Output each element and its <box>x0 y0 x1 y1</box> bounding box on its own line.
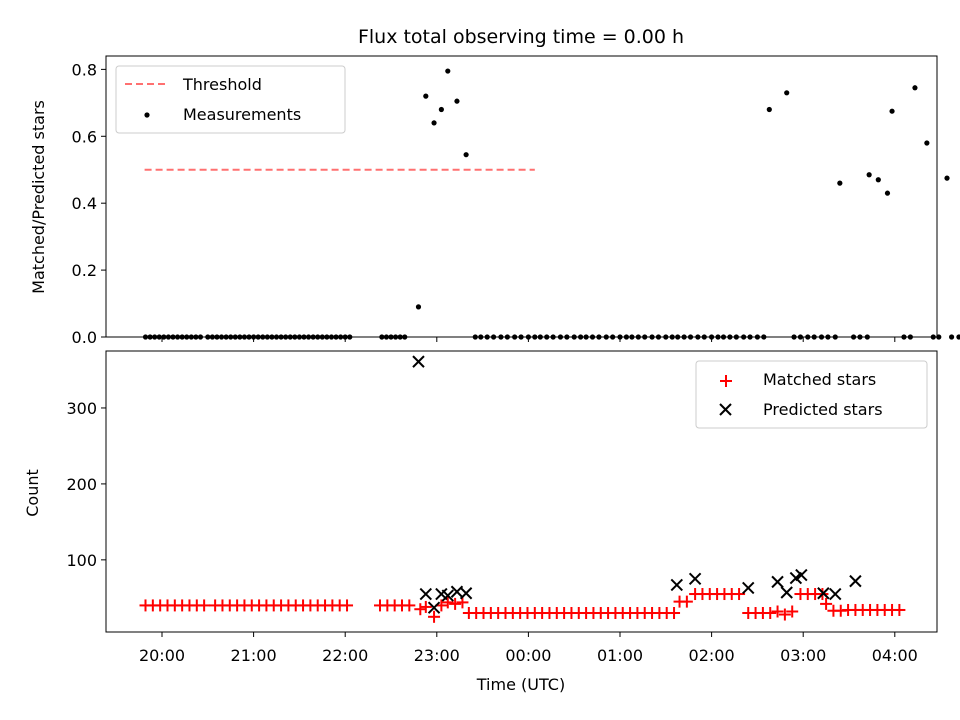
top-y-tick-label-1: 0.2 <box>72 261 97 280</box>
top-legend: Threshold Measurements <box>115 65 346 134</box>
matched-star-point-35 <box>428 610 441 623</box>
legend-matched-label: Matched stars <box>763 370 876 389</box>
matched-star-point-89 <box>820 597 833 610</box>
matched-star-point-70 <box>680 595 693 608</box>
measurement-point-126 <box>944 175 950 181</box>
predicted-star-point-16 <box>849 574 862 588</box>
chart-title: Flux total observing time = 0.00 h <box>358 26 684 48</box>
bottom-y-tick-label-0: 100 <box>66 551 97 570</box>
bottom-y-ticks: 100 200 300 <box>66 399 106 570</box>
matched-star-point-81 <box>764 607 777 620</box>
bottom-y-axis-label: Count <box>23 469 42 517</box>
predicted-star-point-11 <box>780 586 793 599</box>
x-axis-label: Time (UTC) <box>476 675 565 694</box>
predicted-star-point-0 <box>412 355 425 368</box>
top-legend-box <box>115 65 346 134</box>
x-tick-label-7: 03:00 <box>780 646 826 665</box>
matched-star-point-33 <box>414 603 427 616</box>
predicted-star-point-1 <box>419 587 433 601</box>
x-tick-label-6: 02:00 <box>689 646 735 665</box>
bottom-y-tick-label-1: 200 <box>66 475 97 494</box>
measurement-point-104 <box>784 90 790 96</box>
predicted-star-point-10 <box>771 575 784 589</box>
matched-star-point-37 <box>441 596 454 609</box>
top-x-ticks <box>161 337 896 342</box>
top-y-ticks: 0.0 0.2 0.4 0.6 0.8 <box>72 60 106 347</box>
bottom-plot-area <box>139 355 906 623</box>
x-tick-label-2: 22:00 <box>322 646 368 665</box>
predicted-star-point-7 <box>670 578 683 592</box>
predicted-star-point-6 <box>459 587 473 600</box>
measurement-point-51 <box>415 304 422 310</box>
matched-star-point-39 <box>456 596 469 609</box>
matched-star-point-84 <box>786 605 799 618</box>
predicted-star-point-4 <box>441 589 454 602</box>
x-tick-label-4: 00:00 <box>505 646 551 665</box>
predicted-star-point-8 <box>688 572 702 586</box>
matched-star-point-8 <box>198 599 211 612</box>
bottom-axes: 100 200 300 20:00 21:00 22:00 23:00 00:00 01:00… <box>23 350 938 694</box>
matched-star-point-77 <box>733 588 746 601</box>
measurement-point-55 <box>445 68 451 74</box>
predicted-star-point-14 <box>817 587 830 600</box>
legend-measurements-swatch <box>144 112 150 118</box>
measurement-point-119 <box>889 108 895 114</box>
measurement-point-56 <box>454 98 460 104</box>
top-y-axis-label: Matched/Predicted stars <box>29 100 48 294</box>
predicted-star-point-9 <box>742 581 755 595</box>
measurement-point-123 <box>924 140 930 146</box>
top-axes-frame <box>105 55 938 338</box>
measurement-point-122 <box>912 85 918 91</box>
measurement-point-103 <box>766 106 772 113</box>
top-y-tick-label-2: 0.4 <box>72 194 97 213</box>
measurement-point-53 <box>431 120 437 126</box>
measurement-point-128 <box>956 334 960 340</box>
top-y-tick-label-3: 0.6 <box>72 127 97 146</box>
matched-star-point-82 <box>771 605 784 618</box>
matched-star-point-68 <box>668 607 681 620</box>
bottom-axes-frame <box>105 350 938 633</box>
matched-star-point-38 <box>449 597 462 610</box>
predicted-star-point-15 <box>829 587 842 601</box>
legend-predicted-swatch <box>719 403 732 416</box>
legend-matched-swatch <box>720 375 732 387</box>
x-tick-label-5: 01:00 <box>597 646 643 665</box>
legend-predicted-label: Predicted stars <box>763 400 883 419</box>
matched-star-point-27 <box>341 599 354 612</box>
predicted-star-point-13 <box>795 568 808 582</box>
x-tick-label-0: 20:00 <box>139 646 185 665</box>
measurement-point-116 <box>866 172 872 178</box>
matched-star-point-99 <box>893 603 906 616</box>
bottom-y-tick-label-2: 300 <box>66 399 97 418</box>
bottom-legend: Matched stars Predicted stars <box>695 360 928 429</box>
measurement-point-127 <box>948 334 955 340</box>
bottom-legend-box <box>695 360 928 429</box>
measurement-point-112 <box>837 180 843 186</box>
matched-star-point-32 <box>403 599 416 612</box>
measurement-point-54 <box>438 106 444 113</box>
predicted-star-point-2 <box>427 601 441 614</box>
x-tick-label-1: 21:00 <box>231 646 277 665</box>
measurement-point-117 <box>875 177 881 183</box>
measurement-point-118 <box>884 190 891 196</box>
legend-threshold-label: Threshold <box>182 75 262 94</box>
matched-star-point-34 <box>419 600 432 613</box>
legend-measurements-label: Measurements <box>183 105 301 124</box>
measurement-point-52 <box>423 93 429 99</box>
x-tick-label-8: 04:00 <box>872 646 918 665</box>
top-y-tick-label-0: 0.0 <box>72 328 97 347</box>
top-axes: 0.00.20.40.60.8 Matched/Predicted stars … <box>29 55 960 347</box>
top-y-tick-label-4: 0.8 <box>72 60 97 79</box>
bottom-x-ticks: 20:00 21:00 22:00 23:00 00:00 01:00 02:00 03:00… <box>139 632 918 665</box>
matched-star-point-83 <box>778 608 791 621</box>
measurement-point-57 <box>463 152 469 158</box>
x-tick-label-3: 23:00 <box>414 646 460 665</box>
